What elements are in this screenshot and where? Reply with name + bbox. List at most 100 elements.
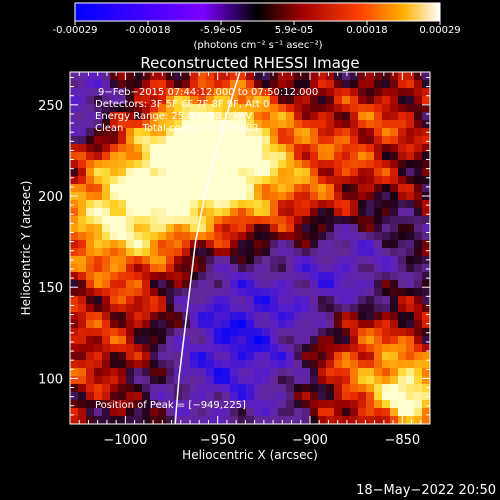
heatmap-cell [334,120,343,129]
heatmap-cell [262,112,271,121]
heatmap-cell [190,88,199,97]
heatmap-cell [94,336,103,345]
heatmap-cell [78,160,87,169]
heatmap-cell [102,200,111,209]
heatmap-cell [270,296,279,305]
heatmap-cell [182,360,191,369]
heatmap-cell [102,376,111,385]
heatmap-cell [398,104,407,113]
heatmap-cell [102,168,111,177]
heatmap-cell [246,360,255,369]
heatmap-cell [326,248,335,257]
heatmap-cell [278,152,287,161]
heatmap-cell [326,352,335,361]
heatmap-cell [150,120,159,129]
heatmap-cell [318,392,327,401]
heatmap-cell [374,160,383,169]
heatmap-cell [214,376,223,385]
heatmap-cell [86,200,95,209]
heatmap-cell [342,384,351,393]
heatmap-cell [158,360,167,369]
heatmap-cell [150,312,159,321]
y-tick-label: 100 [38,372,63,387]
heatmap-cell [334,104,343,113]
heatmap-cell [142,96,151,105]
heatmap-cell [126,344,135,353]
chart-title: Reconstructed RHESSI Image [140,54,359,72]
heatmap-cell [190,392,199,401]
heatmap-cell [398,208,407,217]
heatmap-cell [174,128,183,137]
heatmap-cell [206,344,215,353]
heatmap-cell [158,312,167,321]
heatmap-cell [150,192,159,201]
heatmap-cell [382,240,391,249]
heatmap-cell [198,368,207,377]
heatmap-cell [198,264,207,273]
heatmap-cell [334,80,343,89]
heatmap-cell [246,392,255,401]
heatmap-cell [310,376,319,385]
heatmap-cell [310,336,319,345]
heatmap-cell [302,208,311,217]
heatmap-cell [302,304,311,313]
heatmap-cell [366,288,375,297]
heatmap-cell [262,312,271,321]
heatmap-cell [126,336,135,345]
heatmap-cell [246,296,255,305]
heatmap-cell [358,80,367,89]
heatmap-cell [310,216,319,225]
heatmap-cell [134,328,143,337]
heatmap-cell [110,336,119,345]
heatmap-cell [78,128,87,137]
heatmap-cell [422,352,430,361]
heatmap-cell [382,384,391,393]
heatmap-cell [422,304,430,313]
heatmap-cell [294,384,303,393]
heatmap-cell [326,192,335,201]
heatmap-cell [174,160,183,169]
heatmap-cell [102,184,111,193]
heatmap-cell [166,368,175,377]
heatmap-cell [366,168,375,177]
heatmap-cell [318,224,327,233]
heatmap-cell [270,392,279,401]
heatmap-cell [262,208,271,217]
heatmap-cell [198,376,207,385]
heatmap-cell [262,320,271,329]
heatmap-cell [310,160,319,169]
heatmap-cell [350,88,359,97]
heatmap-cell [326,376,335,385]
heatmap-cell [86,336,95,345]
heatmap-cell [78,144,87,153]
heatmap-cell [126,96,135,105]
heatmap-cell [278,408,287,417]
heatmap-cell [294,336,303,345]
heatmap-cell [382,192,391,201]
heatmap-cell [174,256,183,265]
heatmap-cell [110,192,119,201]
heatmap-cell [254,136,263,145]
heatmap-cell [142,384,151,393]
heatmap-cell [70,80,79,89]
heatmap-cell [150,168,159,177]
heatmap-cell [294,240,303,249]
heatmap-cell [270,336,279,345]
heatmap-cell [342,176,351,185]
heatmap-cell [118,392,127,401]
heatmap-cell [254,312,263,321]
heatmap-cell [206,248,215,257]
heatmap-cell [238,336,247,345]
heatmap-cell [70,296,79,305]
heatmap-cell [358,352,367,361]
heatmap-cell [294,216,303,225]
heatmap-cell [142,200,151,209]
heatmap-cell [254,72,263,81]
heatmap-cell [94,104,103,113]
heatmap-cell [142,328,151,337]
heatmap-cell [150,88,159,97]
heatmap-cell [374,296,383,305]
heatmap-cell [230,328,239,337]
heatmap-cell [254,112,263,121]
